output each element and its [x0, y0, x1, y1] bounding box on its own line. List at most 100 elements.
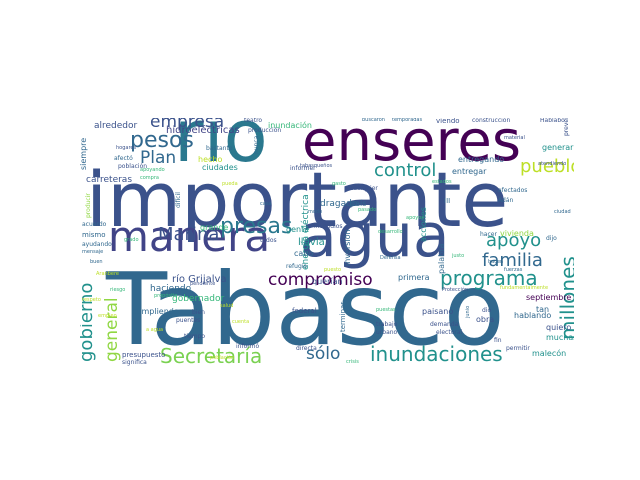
word-apoyo: apoyo	[486, 230, 542, 251]
word-agua: agua	[300, 201, 450, 271]
word-puesto: puesto	[324, 267, 342, 273]
word-junio: junio	[465, 305, 471, 318]
word-tabasco: Tabasco	[106, 251, 505, 366]
word-teatro: teatro	[244, 118, 263, 124]
word-tiempo: tiempo	[184, 333, 206, 340]
word-fin: fin	[494, 337, 502, 344]
word-ciudades: ciudades	[202, 163, 238, 172]
word-puestas: puestas	[376, 307, 396, 313]
word-dio: dio	[482, 307, 492, 314]
word-produccion: producción	[248, 127, 282, 134]
word-muchas: muchas	[546, 333, 574, 342]
word-quiero: quiero	[546, 323, 572, 332]
word-permitir: permitir	[506, 345, 530, 352]
word-informer: informer	[290, 165, 316, 172]
word-apoyos: apoyos	[406, 215, 424, 221]
word-control: control	[374, 160, 437, 181]
word-ciudad: ciudad	[554, 209, 571, 215]
word-directa: directa	[296, 345, 317, 352]
word-familia: familia	[482, 250, 543, 271]
word-informo: informó	[236, 343, 260, 350]
word-justo: justo	[452, 253, 465, 259]
word-rio: río	[174, 118, 268, 178]
word-nunca: nunca	[253, 135, 260, 154]
word-enseres: enseres	[302, 118, 521, 174]
word-gente: gente	[286, 225, 310, 234]
word-acciones: acciones	[419, 207, 428, 242]
word-pesos: pesos	[130, 128, 194, 153]
word-pendiente: pendiente	[190, 281, 216, 287]
word-presas: presas	[220, 214, 293, 239]
word-poblacion-2: población	[210, 355, 235, 361]
word-adan: Adán	[498, 197, 514, 204]
word-vivienda: vivienda	[500, 229, 534, 238]
word-rio-grijalva: río Grijalva	[172, 274, 227, 285]
word-malecon: malecón	[532, 349, 567, 358]
word-programa: programa	[440, 266, 538, 290]
word-secretaria: Secretaría	[160, 344, 263, 366]
word-acuerdo: acuerdo	[82, 221, 107, 228]
word-federal: federal	[292, 307, 317, 315]
word-solo: sólo	[306, 344, 341, 364]
word-presupuesto: presupuesto	[122, 351, 166, 359]
word-cualquier: cualquier	[350, 185, 378, 192]
word-todos: todos	[260, 237, 277, 244]
word-urbano: urbano	[376, 329, 398, 336]
word-temporadas: temporadas	[392, 118, 423, 123]
word-cabo: cabo	[294, 249, 314, 258]
word-defensa: Defensa	[380, 255, 401, 261]
word-demanda: demanda	[430, 321, 459, 328]
word-riesgo: riesgo	[110, 287, 126, 293]
word-entregando: entregando	[458, 155, 505, 164]
word-puentes: puentes	[176, 317, 201, 324]
word-grande: grande	[200, 223, 229, 232]
word-electoral: electoral	[436, 329, 463, 336]
word-hogares: hogares	[116, 145, 137, 151]
word-poblacion: población	[118, 163, 148, 170]
word-querian: querían	[312, 277, 343, 286]
word-atendiendo: atendiendo	[538, 161, 567, 167]
word-siempre: siempre	[80, 137, 88, 170]
word-septiembre: septiembre	[526, 293, 572, 302]
word-inundaciones: inundaciones	[370, 342, 503, 366]
word-modo: modo	[308, 209, 323, 215]
word-gasto: gasto	[332, 181, 346, 187]
word-crisis: crisis	[346, 359, 359, 365]
word-trabajo: trabajo	[376, 321, 398, 328]
word-dificil: difícil	[175, 192, 182, 208]
word-empresa: empresa	[150, 118, 225, 132]
word-importante: importante	[86, 155, 509, 244]
word-lluvia: lluvia	[298, 237, 325, 248]
word-buen: buen	[90, 259, 103, 265]
word-empleo: empleo	[98, 313, 117, 319]
word-a-agua: a agua	[146, 327, 164, 333]
word-hablando: hablando	[514, 311, 552, 320]
word-construccion: construcción	[472, 118, 511, 124]
word-mensaje: mensaje	[82, 249, 104, 255]
word-refugio: refugio	[286, 263, 308, 270]
word-desarrollo: desarrollo	[378, 229, 403, 235]
word-compra: compra	[140, 175, 159, 181]
word-hidroelectricas: hidroeléctricas	[166, 125, 240, 136]
word-villahermosa: Villahermosa	[300, 118, 358, 121]
word-grado: grado	[124, 237, 139, 243]
word-salud: salud	[220, 303, 234, 309]
word-bien: bien	[192, 309, 205, 316]
word-inversion: inversión	[343, 229, 352, 266]
word-obra: obra	[476, 315, 495, 324]
word-pasado: pasado	[358, 207, 377, 213]
word-bastante: bastante	[206, 145, 233, 152]
word-tan: tan	[536, 305, 550, 314]
word-hablabo: Hablabo	[540, 118, 565, 124]
word-alrededor: alrededor	[94, 121, 138, 131]
word-palabra: palabra	[437, 243, 446, 274]
word-tabasquenos: tabasqueños	[300, 163, 333, 169]
word-buscaron: buscaron	[362, 118, 385, 123]
word-material: material	[504, 135, 525, 141]
word-ayudando: ayudando	[82, 241, 112, 248]
word-pais: país	[350, 199, 367, 208]
word-significa: significa	[122, 359, 147, 366]
word-hacen: hacen	[488, 259, 504, 265]
word-pueda: pueda	[222, 181, 238, 187]
word-afectados: afectados	[498, 187, 528, 194]
